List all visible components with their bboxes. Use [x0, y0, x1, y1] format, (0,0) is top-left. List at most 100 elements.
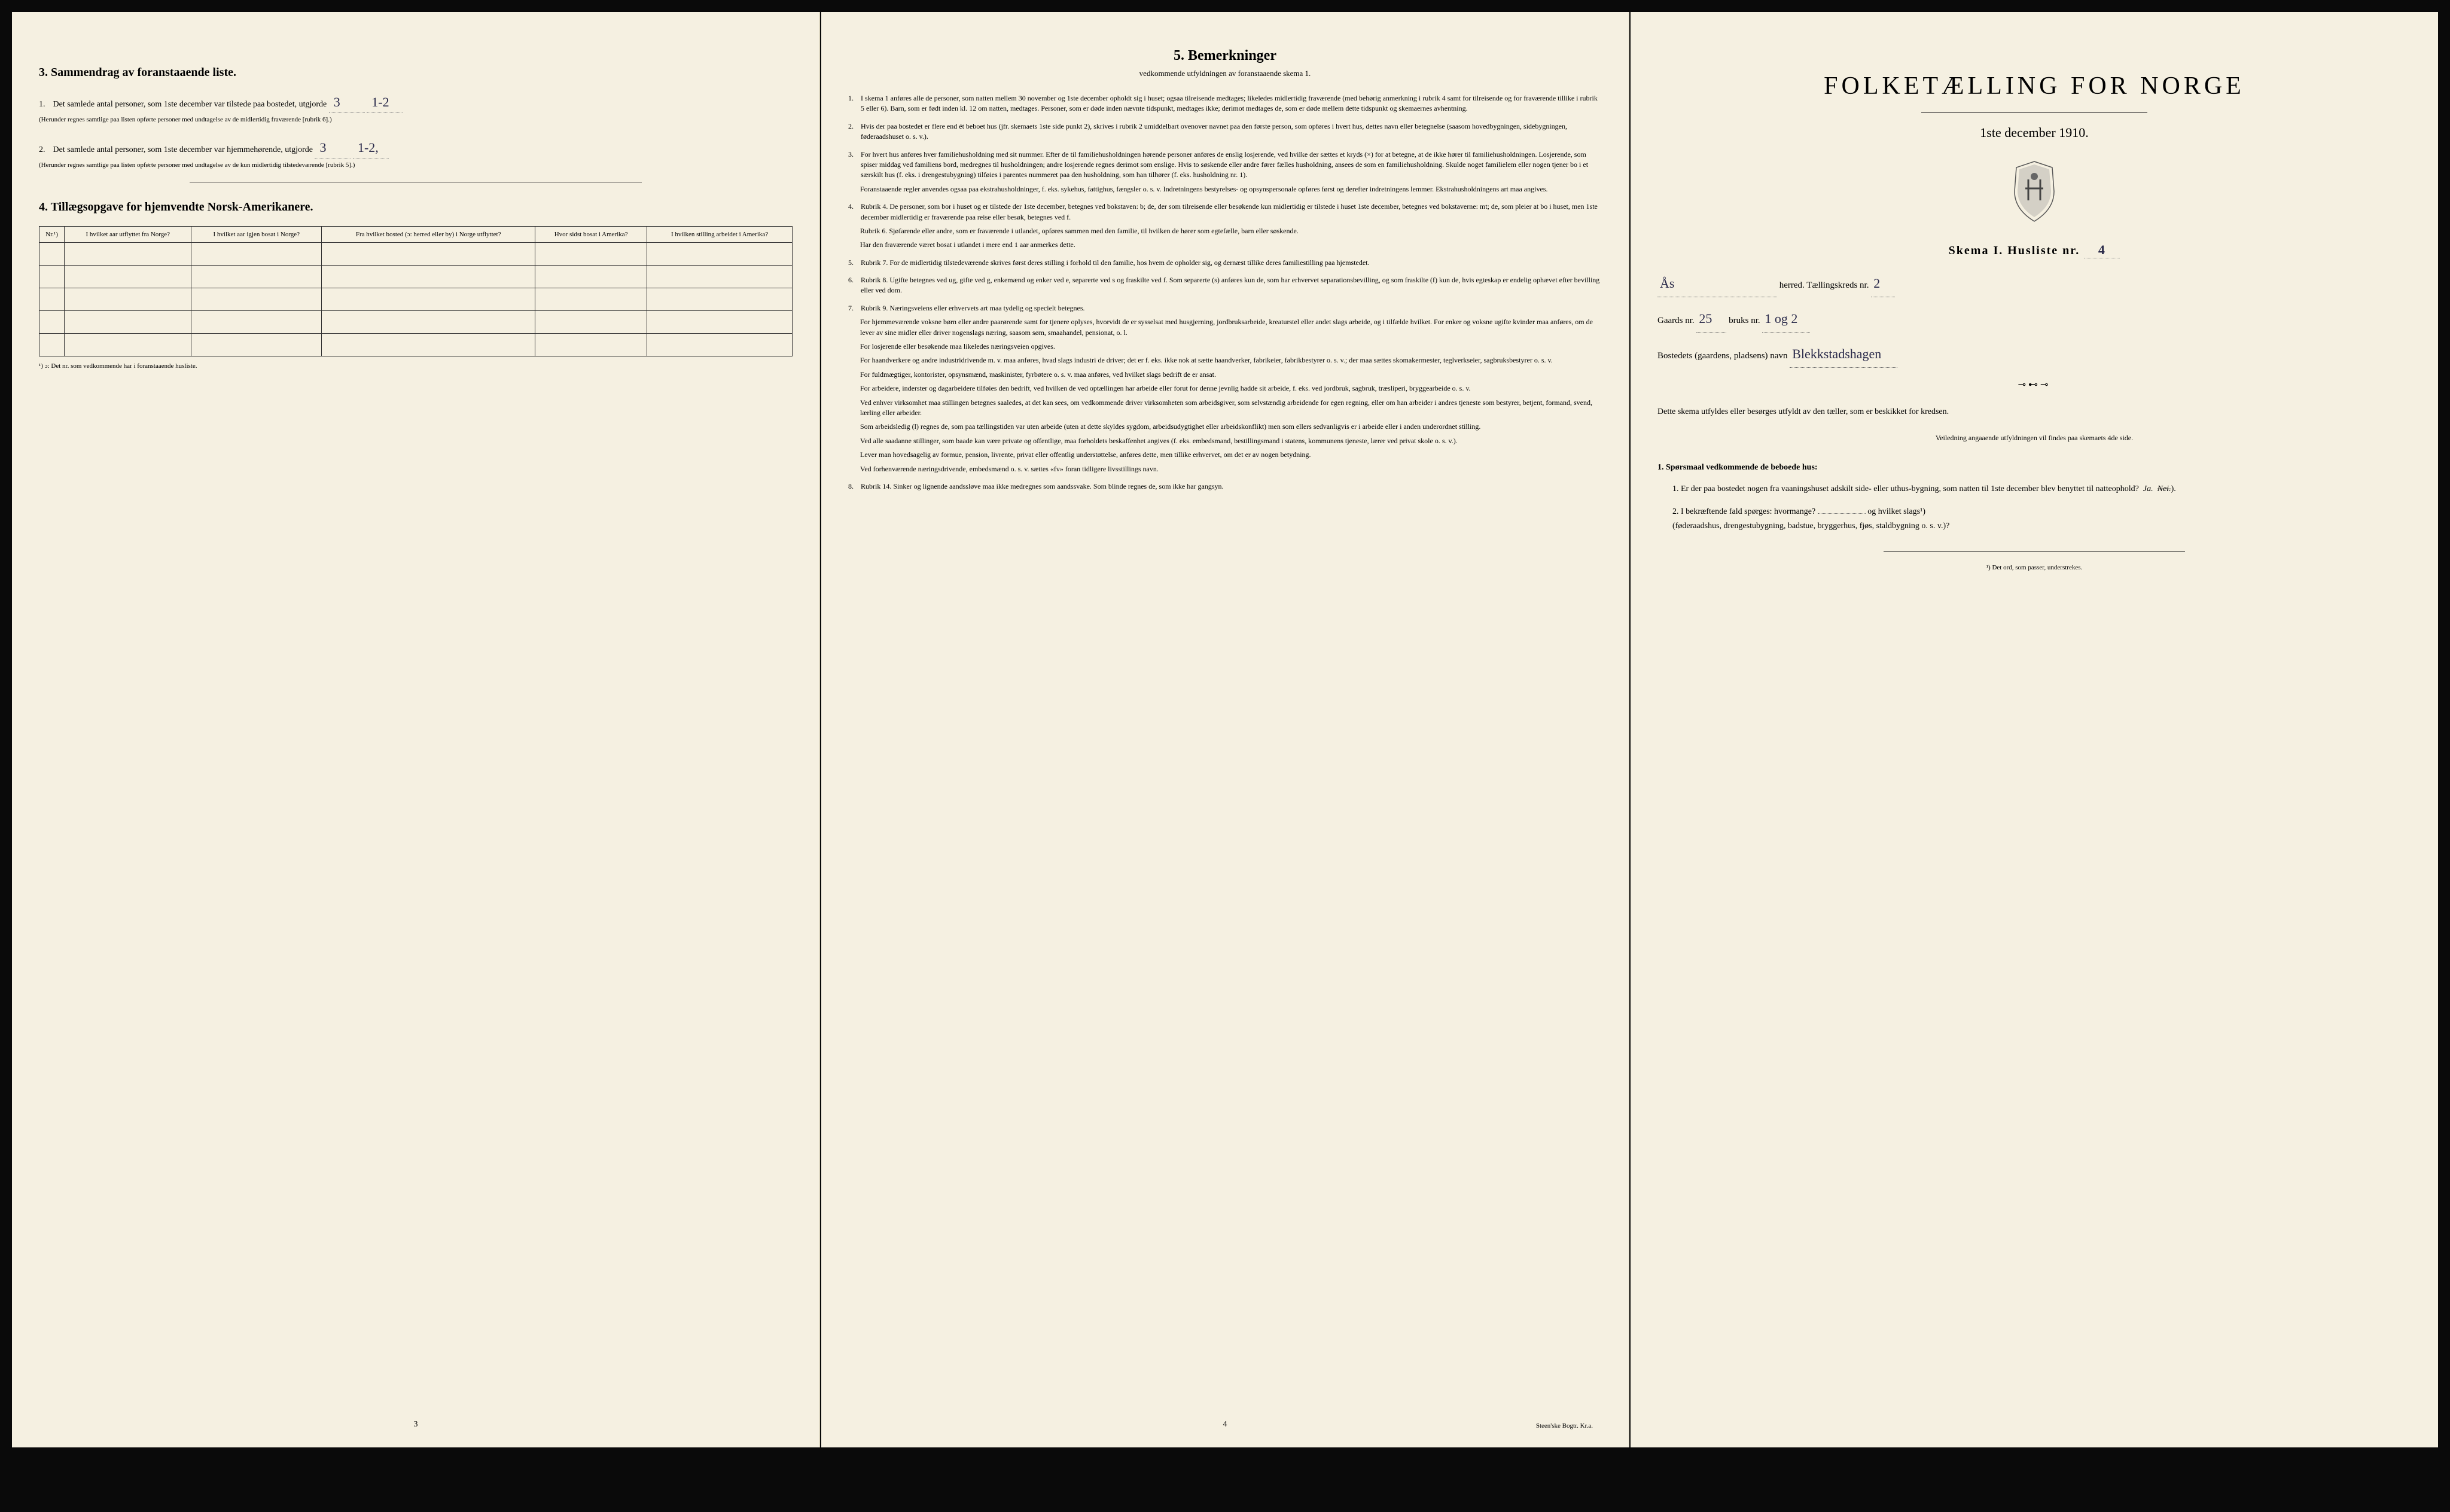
col-returned: I hvilket aar igjen bosat i Norge? — [191, 227, 322, 243]
remarks-subtitle: vedkommende utfyldningen av foranstaaend… — [848, 69, 1602, 78]
bosted-value: Blekkstadshagen — [1790, 341, 1897, 368]
item-1-hand2: 1-2 — [367, 92, 403, 113]
kreds-nr: 2 — [1871, 270, 1895, 297]
col-from: Fra hvilket bosted (ɔ: herred eller by) … — [322, 227, 535, 243]
table-row — [39, 334, 793, 356]
col-america: Hvor sidst bosat i Amerika? — [535, 227, 647, 243]
table-footnote: ¹) ɔ: Det nr. som vedkommende har i fora… — [39, 362, 793, 370]
question-2: 2. I bekræftende fald spørges: hvormange… — [1672, 505, 2411, 534]
supplementary-table: Nr.¹) I hvilket aar utflyttet fra Norge?… — [39, 226, 793, 356]
q2-text: I bekræftende fald spørges: hvormange? — [1681, 507, 1815, 516]
col-occupation: I hvilken stilling arbeidet i Amerika? — [647, 227, 793, 243]
remark-1: 1. I skema 1 anføres alle de personer, s… — [848, 93, 1602, 114]
remark-7-p9: Lever man hovedsagelig av formue, pensio… — [860, 450, 1602, 460]
remark-7-p5: For arbeidere, inderster og dagarbeidere… — [860, 383, 1602, 394]
table-row — [39, 288, 793, 311]
question-1: 1. Er der paa bostedet nogen fra vaaning… — [1672, 482, 2411, 496]
summary-item-1: 1. Det samlede antal personer, som 1ste … — [39, 92, 793, 125]
gaards-nr: 25 — [1696, 306, 1726, 333]
ornament: ⊸⊷⊸ — [1657, 379, 2411, 391]
husliste-nr: 4 — [2084, 242, 2120, 258]
census-document: 3. Sammendrag av foranstaaende liste. 1.… — [12, 12, 2438, 1447]
remark-4-extra1: Rubrik 6. Sjøfarende eller andre, som er… — [860, 226, 1602, 236]
item-2-note: (Herunder regnes samtlige paa listen opf… — [39, 161, 793, 170]
table-row — [39, 243, 793, 266]
remark-7: 7. Rubrik 9. Næringsveiens eller erhverv… — [848, 303, 1602, 474]
item-number: 2. — [39, 144, 51, 157]
remark-text: I skema 1 anføres alle de personer, som … — [861, 93, 1601, 114]
q1-ja: Ja. — [2143, 484, 2153, 493]
coat-of-arms-icon — [2007, 158, 2061, 224]
q2-suffix: og hvilket slags¹) — [1867, 507, 1925, 516]
remark-7-p6: Ved enhver virksomhet maa stillingen bet… — [860, 398, 1602, 419]
bruks-nr: 1 og 2 — [1762, 306, 1810, 333]
question-heading: 1. Spørsmaal vedkommende de beboede hus: — [1657, 461, 2411, 475]
remark-3: 3. For hvert hus anføres hver familiehus… — [848, 150, 1602, 195]
remark-text: Rubrik 8. Ugifte betegnes ved ug, gifte … — [861, 275, 1601, 296]
q2-paren: (føderaadshus, drengestubygning, badstue… — [1672, 522, 1949, 531]
table-row — [39, 311, 793, 334]
q1-nei: Nei. — [2158, 484, 2171, 493]
q1-text: Er der paa bostedet nogen fra vaaningshu… — [1681, 484, 2139, 493]
census-date: 1ste december 1910. — [1657, 125, 2411, 141]
item-number: 1. — [848, 93, 859, 103]
item-2-hand2: 1-2, — [353, 137, 389, 158]
guidance-note: Veiledning angaaende utfyldningen vil fi… — [1657, 434, 2411, 443]
gaards-line: Gaards nr. 25 bruks nr. 1 og 2 — [1657, 306, 2411, 333]
gaards-label: Gaards nr. — [1657, 316, 1695, 325]
item-number: 2. — [848, 121, 859, 132]
col-nr: Nr.¹) — [39, 227, 65, 243]
cover-footnote: ¹) Det ord, som passer, understrekes. — [1657, 564, 2411, 571]
page-3: 3. Sammendrag av foranstaaende liste. 1.… — [12, 12, 820, 1447]
item-1-text: Det samlede antal personer, som 1ste dec… — [53, 100, 327, 109]
remark-text: Rubrik 7. For de midlertidig tilstedevær… — [861, 258, 1601, 268]
remark-7-p7: Som arbeidsledig (l) regnes de, som paa … — [860, 422, 1602, 432]
item-1-value: 3 — [329, 92, 365, 113]
item-number: 4. — [848, 202, 859, 212]
remark-text: For hvert hus anføres hver familiehushol… — [861, 150, 1601, 181]
remark-5: 5. Rubrik 7. For de midlertidig tilstede… — [848, 258, 1602, 268]
herred-label: herred. Tællingskreds nr. — [1779, 281, 1869, 290]
table-header-row: Nr.¹) I hvilket aar utflyttet fra Norge?… — [39, 227, 793, 243]
footnote-rule — [1884, 551, 2185, 552]
remarks-list: 1. I skema 1 anføres alle de personer, s… — [848, 93, 1602, 492]
remark-7-p10: Ved forhenværende næringsdrivende, embed… — [860, 464, 1602, 474]
remark-7-p4: For fuldmægtiger, kontorister, opsynsmæn… — [860, 370, 1602, 380]
bosted-line: Bostedets (gaardens, pladsens) navn Blek… — [1657, 341, 2411, 368]
q2-blank — [1818, 513, 1866, 514]
skema-line: Skema I. Husliste nr. 4 — [1657, 242, 2411, 258]
front-cover: FOLKETÆLLING FOR NORGE 1ste december 191… — [1631, 12, 2438, 1447]
item-number: 1. — [39, 98, 51, 111]
remarks-title: 5. Bemerkninger — [848, 48, 1602, 64]
item-number: 5. — [848, 258, 859, 268]
bruks-label: bruks nr. — [1729, 316, 1760, 325]
col-emigrated: I hvilket aar utflyttet fra Norge? — [65, 227, 191, 243]
remark-7-p3: For haandverkere og andre industridriven… — [860, 355, 1602, 365]
table-row — [39, 266, 793, 288]
remark-2: 2. Hvis der paa bostedet er flere end ét… — [848, 121, 1602, 142]
item-2-value: 3 — [315, 137, 351, 158]
remark-7-p8: Ved alle saadanne stillinger, som baade … — [860, 436, 1602, 446]
bosted-label: Bostedets (gaardens, pladsens) navn — [1657, 351, 1787, 361]
printer-mark: Steen'ske Bogtr. Kr.a. — [1536, 1422, 1593, 1429]
main-title: FOLKETÆLLING FOR NORGE — [1657, 72, 2411, 100]
table-body — [39, 243, 793, 356]
section-4-title: 4. Tillægsopgave for hjemvendte Norsk-Am… — [39, 200, 793, 214]
item-number: 8. — [848, 481, 859, 492]
remark-8: 8. Rubrik 14. Sinker og lignende aandssl… — [848, 481, 1602, 492]
page-number: 4 — [1223, 1420, 1227, 1429]
remark-7-p1: For hjemmeværende voksne børn eller andr… — [860, 317, 1602, 338]
page-4: 5. Bemerkninger vedkommende utfyldningen… — [821, 12, 1629, 1447]
title-rule — [1921, 112, 2147, 113]
remark-4-extra2: Har den fraværende været bosat i utlande… — [860, 240, 1602, 250]
questions-block: 1. Spørsmaal vedkommende de beboede hus:… — [1657, 461, 2411, 533]
page-number: 3 — [414, 1420, 418, 1429]
filling-instruction: Dette skema utfyldes eller besørges utfy… — [1657, 406, 2411, 419]
remark-text: Rubrik 9. Næringsveiens eller erhvervets… — [861, 303, 1601, 313]
item-number: 3. — [848, 150, 859, 160]
section-3-title: 3. Sammendrag av foranstaaende liste. — [39, 66, 793, 80]
item-1-note: (Herunder regnes samtlige paa listen opf… — [39, 115, 793, 124]
remark-6: 6. Rubrik 8. Ugifte betegnes ved ug, gif… — [848, 275, 1602, 296]
skema-label: Skema I. Husliste nr. — [1949, 244, 2080, 257]
remark-text: Rubrik 4. De personer, som bor i huset o… — [861, 202, 1601, 222]
